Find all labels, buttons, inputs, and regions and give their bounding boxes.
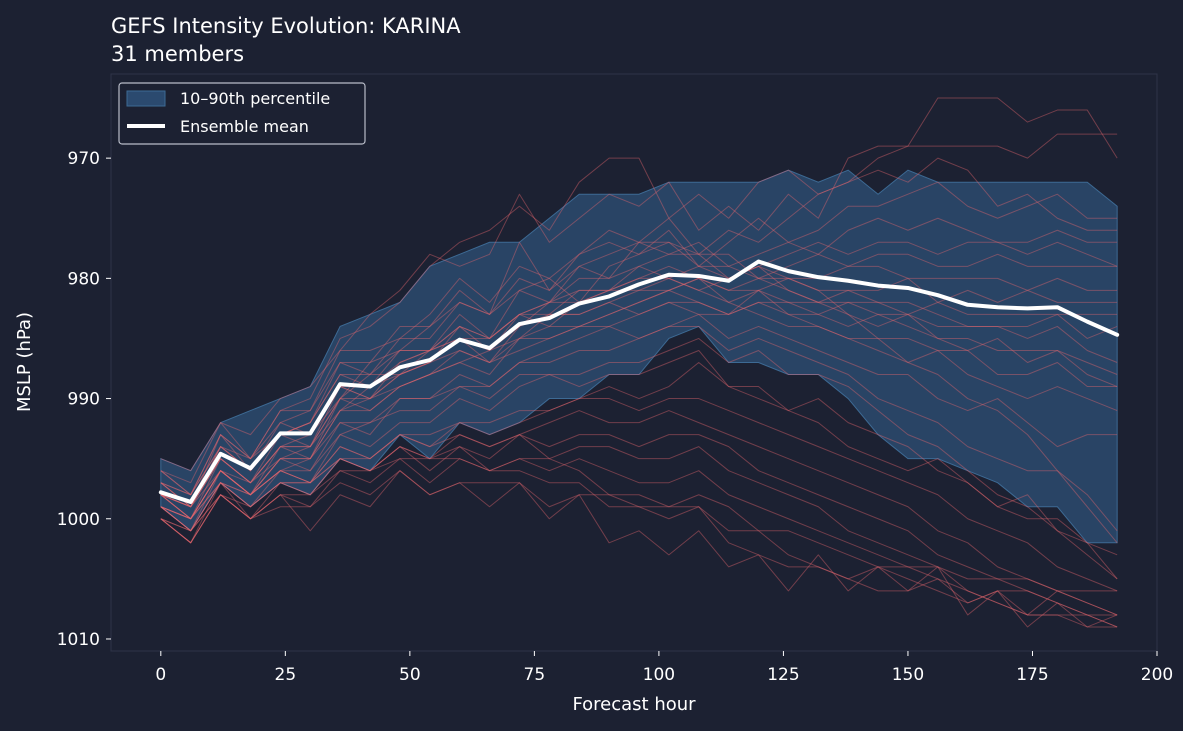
- member-line-11: [160, 301, 1118, 520]
- x-tick-label: 100: [643, 665, 675, 685]
- y-tick-label: 990: [68, 390, 100, 410]
- member-line-10: [160, 277, 1118, 496]
- chart-subtitle: 31 members: [111, 42, 244, 66]
- member-line-4: [160, 181, 1118, 520]
- y-tick-label: 1010: [57, 630, 100, 650]
- y-tick-label: 970: [68, 149, 100, 169]
- member-line-14: [160, 241, 1118, 484]
- member-line-9: [160, 277, 1118, 532]
- member-line-30: [160, 470, 1118, 628]
- x-tick-label: 175: [1016, 665, 1048, 685]
- y-axis: 970 980 990 1000 1010: [57, 149, 111, 650]
- plot-border: [110, 73, 1158, 652]
- x-tick-label: 50: [399, 665, 421, 685]
- legend-box: [118, 82, 366, 145]
- x-tick-label: 25: [275, 665, 297, 685]
- ensemble-mean-line: [158, 259, 1120, 504]
- member-line-21: [160, 349, 1118, 580]
- member-line-23: [160, 398, 1118, 592]
- band-layer: [160, 169, 1118, 544]
- y-tick-label: 980: [68, 269, 100, 289]
- legend-mean-label: Ensemble mean: [180, 117, 309, 136]
- member-line-26: [160, 446, 1118, 628]
- member-line-13: [160, 289, 1118, 520]
- x-tick-label: 75: [524, 665, 546, 685]
- y-tick-label: 1000: [57, 510, 100, 530]
- chart-title: GEFS Intensity Evolution: KARINA: [111, 14, 461, 38]
- x-axis-label: Forecast hour: [572, 694, 696, 715]
- x-axis: 0 25 50 75 100 125 150 175 200: [155, 651, 1173, 685]
- member-line-31: [160, 446, 1118, 616]
- x-tick-label: 125: [767, 665, 799, 685]
- member-line-5: [160, 217, 1118, 496]
- percentile-band: [160, 169, 1118, 544]
- member-line-1: [160, 97, 1118, 508]
- member-line-17: [160, 313, 1118, 508]
- member-line-20: [160, 337, 1118, 556]
- x-tick-label: 200: [1141, 665, 1173, 685]
- x-tick-label: 0: [155, 665, 166, 685]
- member-line-3: [160, 157, 1118, 508]
- member-line-25: [160, 434, 1118, 628]
- member-line-18: [160, 241, 1118, 532]
- member-line-27: [160, 446, 1118, 628]
- member-line-29: [160, 434, 1118, 616]
- member-line-16: [160, 277, 1118, 496]
- member-line-6: [160, 241, 1118, 520]
- member-line-15: [160, 301, 1118, 520]
- member-line-28: [160, 470, 1118, 592]
- member-line-24: [160, 410, 1118, 616]
- x-tick-label: 150: [892, 665, 924, 685]
- mean-layer: [158, 259, 1120, 504]
- legend-band-swatch: [126, 90, 166, 107]
- plot-area: [110, 73, 1158, 652]
- members-layer: [160, 97, 1118, 628]
- member-line-22: [160, 362, 1118, 580]
- member-line-7: [160, 253, 1118, 508]
- y-axis-label: MSLP (hPa): [14, 312, 35, 412]
- member-line-2: [160, 133, 1118, 472]
- legend: 10–90th percentile Ensemble mean: [118, 82, 366, 145]
- legend-band-label: 10–90th percentile: [180, 89, 330, 108]
- member-line-19: [160, 325, 1118, 544]
